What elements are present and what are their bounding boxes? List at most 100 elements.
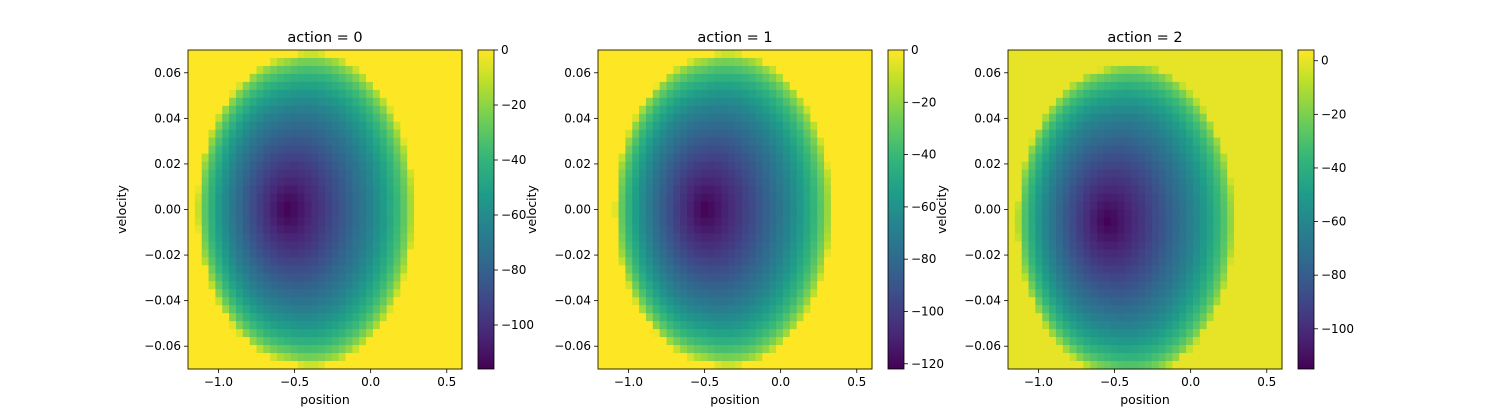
heatmap-cell	[632, 121, 640, 131]
heatmap-cell	[803, 241, 811, 250]
heatmap-cell	[222, 201, 230, 211]
heatmap-cell	[639, 337, 647, 346]
heatmap-cell	[1275, 113, 1283, 123]
heatmap-cell	[748, 345, 757, 354]
heatmap-cell	[1062, 289, 1071, 298]
colorbar-tick-label: −100	[911, 304, 944, 318]
heatmap-cell	[1069, 105, 1078, 115]
heatmap-cell	[283, 249, 292, 258]
heatmap-cell	[1076, 105, 1084, 115]
heatmap-cell	[393, 265, 401, 274]
heatmap-cell	[283, 313, 292, 322]
heatmap-cell	[817, 289, 825, 298]
heatmap-cell	[427, 345, 436, 354]
heatmap-cell	[256, 73, 264, 83]
heatmap-cell	[277, 257, 285, 266]
heatmap-cell	[755, 321, 763, 330]
heatmap-cell	[824, 129, 832, 139]
heatmap-cell	[1254, 233, 1263, 242]
heatmap-cell	[1247, 161, 1256, 171]
heatmap-cell	[1021, 257, 1030, 266]
heatmap-cell	[414, 289, 422, 298]
heatmap-cell	[1021, 281, 1030, 290]
heatmap-cell	[1261, 209, 1269, 219]
heatmap-cell	[414, 97, 422, 107]
heatmap-cell	[1192, 257, 1201, 266]
heatmap-cell	[721, 57, 729, 67]
heatmap-cell	[776, 209, 784, 219]
heatmap-cell	[1069, 81, 1078, 91]
heatmap-cell	[707, 105, 716, 115]
heatmap-cell	[1062, 241, 1071, 250]
heatmap-cell	[1062, 105, 1071, 115]
heatmap-cell	[1268, 185, 1276, 195]
heatmap-cell	[338, 153, 347, 163]
heatmap-cell	[194, 65, 203, 75]
heatmap-cell	[345, 113, 353, 123]
heatmap-cell	[1213, 217, 1221, 227]
heatmap-cell	[762, 50, 770, 59]
heatmap-cell	[201, 273, 210, 282]
heatmap-cell	[618, 153, 626, 163]
heatmap-cell	[229, 329, 237, 338]
heatmap-cell	[1261, 281, 1269, 290]
heatmap-cell	[693, 81, 702, 91]
heatmap-cell	[666, 313, 674, 322]
heatmap-cell	[242, 81, 251, 91]
heatmap-cell	[277, 345, 285, 354]
heatmap-cell	[1138, 169, 1146, 179]
heatmap-cell	[1008, 137, 1016, 147]
heatmap-cell	[1165, 225, 1173, 235]
heatmap-cell	[263, 249, 271, 258]
heatmap-cell	[420, 145, 429, 155]
heatmap-cell	[263, 185, 271, 195]
heatmap-cell	[372, 361, 381, 370]
heatmap-cell	[687, 345, 695, 354]
heatmap-cell	[1062, 233, 1071, 242]
heatmap-cell	[441, 185, 449, 195]
heatmap-cell	[721, 273, 729, 282]
heatmap-cell	[721, 169, 729, 179]
heatmap-cell	[407, 153, 415, 163]
heatmap-cell	[290, 225, 299, 235]
heatmap-cell	[434, 113, 443, 123]
heatmap-cell	[304, 105, 312, 115]
heatmap-cell	[645, 313, 654, 322]
heatmap-cell	[229, 73, 237, 83]
heatmap-cell	[1234, 145, 1242, 155]
heatmap-cell	[1035, 185, 1043, 195]
heatmap-cell	[1240, 73, 1249, 83]
heatmap-cell	[796, 209, 805, 219]
heatmap-cell	[1275, 353, 1283, 362]
heatmap-cell	[338, 273, 347, 282]
heatmap-cell	[345, 345, 353, 354]
heatmap-cell	[741, 305, 750, 314]
heatmap-cell	[1240, 249, 1249, 258]
heatmap-cell	[1172, 257, 1180, 266]
heatmap-cell	[1062, 73, 1071, 83]
heatmap-cell	[755, 353, 763, 362]
heatmap-cell	[728, 361, 736, 370]
heatmap-cell	[1165, 73, 1173, 83]
heatmap-cell	[1028, 129, 1036, 139]
heatmap-cell	[652, 89, 661, 99]
heatmap-cell	[721, 345, 729, 354]
heatmap-cell	[325, 169, 333, 179]
heatmap-cell	[618, 73, 626, 83]
heatmap-cell	[1213, 281, 1221, 290]
heatmap-cell	[762, 313, 770, 322]
heatmap-cell	[851, 337, 859, 346]
heatmap-cell	[1049, 193, 1057, 203]
heatmap-cell	[1090, 249, 1098, 258]
heatmap-cell	[352, 329, 360, 338]
heatmap-cell	[1186, 249, 1194, 258]
heatmap-cell	[1192, 113, 1201, 123]
heatmap-cell	[810, 233, 818, 242]
heatmap-cell	[1103, 89, 1112, 99]
heatmap-cell	[618, 313, 626, 322]
heatmap-cell	[345, 201, 353, 211]
heatmap-cell	[222, 257, 230, 266]
heatmap-cell	[1035, 65, 1043, 75]
heatmap-cell	[1192, 265, 1201, 274]
heatmap-cell	[844, 313, 853, 322]
